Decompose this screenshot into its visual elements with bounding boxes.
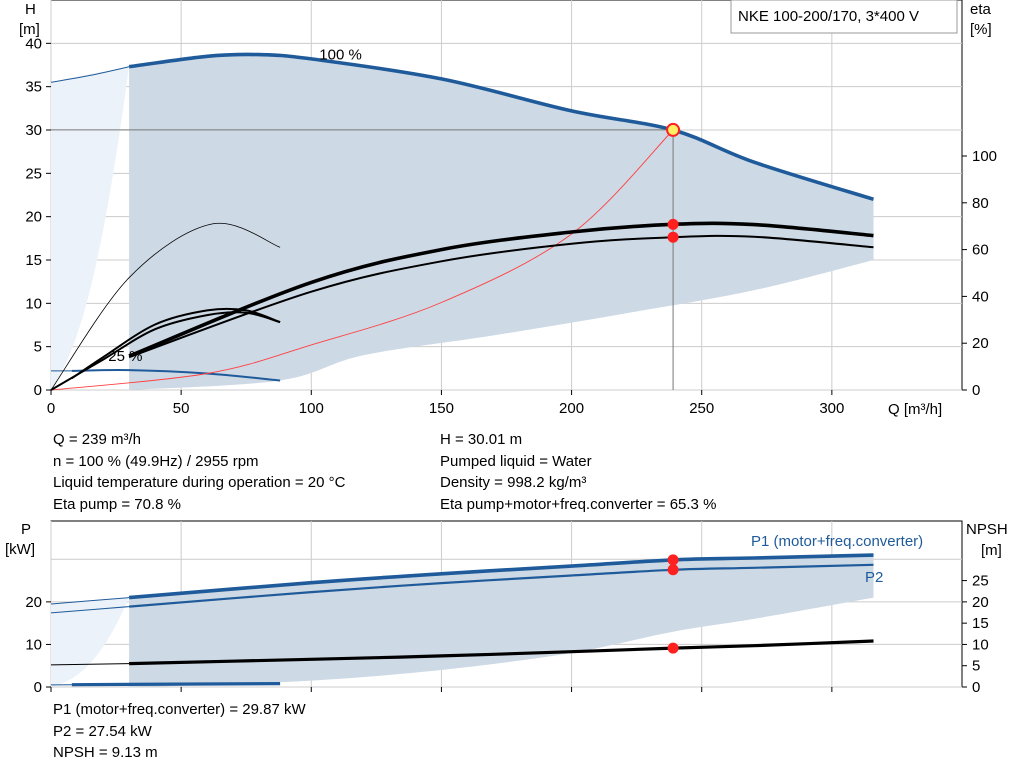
series-eta-total-100- (128, 234, 874, 359)
info-density: Density = 998.2 kg/m³ (440, 474, 587, 491)
p1-legend-label: P1 (motor+freq.converter) (751, 533, 923, 550)
top-axes: 0 50 100 150 200 250 300 0 5 10 15 20 25 30 35 40 0 20 40 6… (25, 35, 997, 417)
bottom-axes: 0 10 20 0 5 10 15 20 25 (25, 573, 988, 696)
eta-pump-marker (667, 218, 679, 230)
npsh-tick-label-25: 25 (972, 573, 989, 590)
top-markers (51, 122, 681, 390)
legend-box-text: NKE 100-200/170, 3*400 V (738, 8, 919, 25)
p2-legend-label: P2 (865, 569, 883, 586)
y-left-tick-label-35: 35 (25, 79, 42, 96)
npsh-axis-unit: [m] (981, 542, 1002, 559)
power-marker-1 (667, 564, 679, 576)
y-left-tick-label-30: 30 (25, 122, 42, 139)
x-tick-label-100: 100 (299, 400, 324, 417)
y-right-tick-label-40: 40 (972, 288, 989, 305)
info-q: Q = 239 m³/h (53, 431, 141, 448)
legend-box (730, 0, 958, 34)
y-right-tick-label-100: 100 (972, 148, 997, 165)
y-left-tick-label-25: 25 (25, 165, 42, 182)
curve-label-100: 100 % (319, 46, 362, 63)
x-tick-label-200: 200 (559, 400, 584, 417)
info-head: H = 30.01 m (440, 431, 523, 448)
series-p-25- (71, 682, 281, 687)
y-left-tick-label-40: 40 (25, 35, 42, 52)
info-speed: n = 100 % (49.9Hz) / 2955 rpm (53, 452, 259, 470)
series-p1-motor-freq-converter- (128, 553, 874, 600)
curve-label-25: 25 % (108, 348, 142, 365)
power-region (129, 555, 874, 687)
power-marker-0 (667, 554, 679, 566)
info-temperature: Liquid temperature during operation = 20… (53, 474, 346, 491)
info-p1: P1 (motor+freq.converter) = 29.87 kW (53, 701, 306, 718)
series-npsh (129, 639, 874, 666)
series-system-curve (50, 129, 674, 391)
y-right-tick-label-0: 0 (972, 382, 980, 399)
x-tick-label-250: 250 (689, 400, 714, 417)
y-right-tick-label-20: 20 (972, 335, 989, 352)
series-eta-pump-25- (71, 307, 281, 380)
series-eta-pump-100- (128, 221, 874, 358)
p-axis-title: P (21, 521, 31, 538)
bottom-markers (667, 554, 679, 654)
series-h-100- (128, 52, 875, 202)
info-eta-total: Eta pump+motor+freq.converter = 65.3 % (440, 495, 717, 513)
npsh-tick-label-15: 15 (972, 615, 989, 632)
info-p2: P2 = 27.54 kW (53, 722, 152, 740)
y-left-tick-label-5: 5 (34, 339, 42, 356)
y-left-tick-label-20: 20 (25, 209, 42, 226)
info-right: H = 30.01 m Pumped liquid = Water Densit… (440, 429, 716, 515)
info-left: Q = 239 m³/h n = 100 % (49.9Hz) / 2955 r… (53, 429, 345, 515)
operating-point-marker (666, 122, 681, 137)
p-tick-label-0: 0 (34, 679, 42, 696)
operating-region-left (51, 66, 130, 390)
y-left-title: H (25, 1, 36, 18)
series-eta-thin-100- (50, 222, 281, 391)
y-left-unit: [m] (19, 21, 40, 38)
p-axis-unit: [kW] (5, 541, 35, 558)
series-npsh-extension- (50, 663, 130, 666)
series-eta-total-25- (50, 311, 281, 391)
y-right-tick-label-60: 60 (972, 242, 989, 259)
series-h-100-extension- (50, 66, 130, 83)
eta-total-marker (667, 231, 679, 243)
npsh-axis-title: NPSH (966, 521, 1008, 538)
x-tick-label-150: 150 (429, 400, 454, 417)
info-power: P1 (motor+freq.converter) = 29.87 kW P2 … (53, 699, 306, 764)
npsh-tick-label-0: 0 (972, 679, 980, 696)
npsh-tick-label-10: 10 (972, 636, 989, 653)
y-right-tick-label-80: 80 (972, 195, 989, 212)
series-p2 (129, 563, 874, 608)
series-h-25- (71, 368, 281, 382)
y-right-unit: [%] (970, 21, 992, 38)
bottom-series (50, 553, 874, 687)
series-p1-extension- (50, 597, 130, 605)
x-tick-label-0: 0 (47, 400, 55, 417)
x-tick-label-50: 50 (173, 400, 190, 417)
y-right-title: eta (970, 1, 992, 18)
info-eta-pump: Eta pump = 70.8 % (53, 495, 181, 513)
p-tick-label-10: 10 (25, 636, 42, 653)
x-tick-label-300: 300 (819, 400, 844, 417)
series-p2-extension- (50, 606, 130, 614)
npsh-tick-label-5: 5 (972, 658, 980, 675)
operating-region (129, 55, 874, 390)
power-marker-2 (667, 642, 679, 654)
npsh-tick-label-20: 20 (972, 594, 989, 611)
info-liquid: Pumped liquid = Water (440, 452, 592, 470)
p-tick-label-20: 20 (25, 594, 42, 611)
y-left-tick-label-15: 15 (25, 252, 42, 269)
y-left-tick-label-0: 0 (34, 382, 42, 399)
info-npsh: NPSH = 9.13 m (53, 744, 158, 761)
top-series (50, 52, 875, 391)
y-left-tick-label-10: 10 (25, 295, 42, 312)
x-axis-title: Q [m³/h] (888, 401, 942, 418)
